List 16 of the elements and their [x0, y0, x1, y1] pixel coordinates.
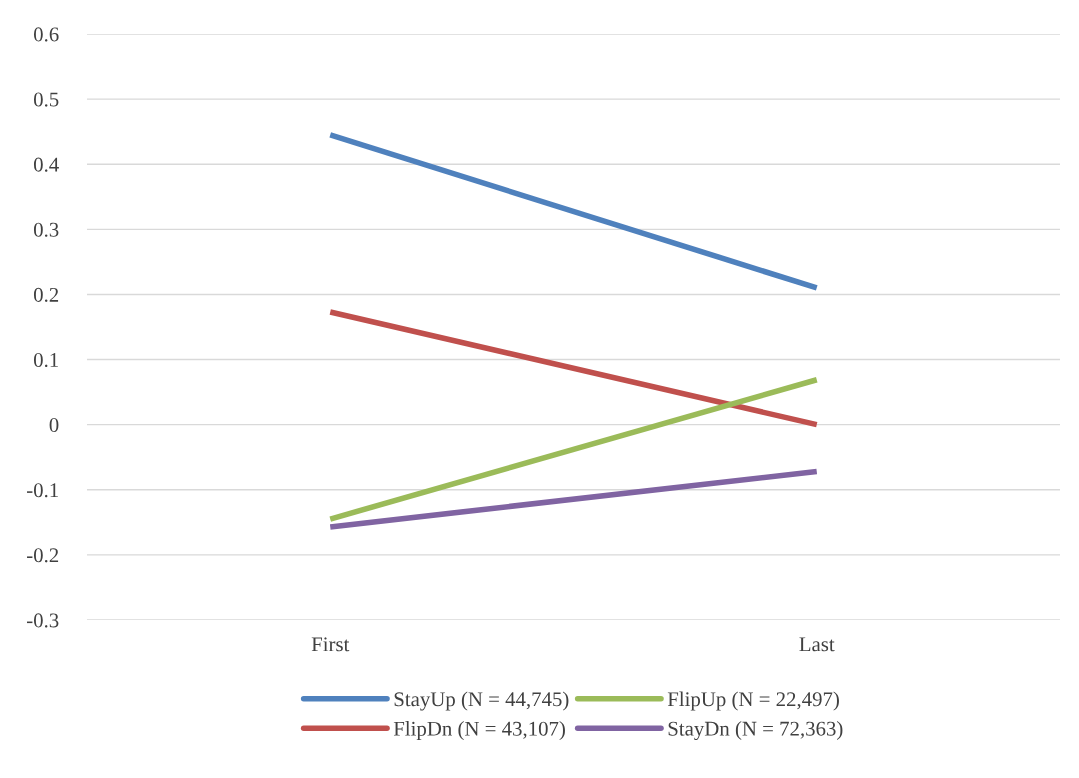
legend-label: StayUp (N = 44,745)	[394, 691, 569, 711]
y-tick-label: 0.1	[33, 352, 58, 368]
y-tick-label: 0	[49, 418, 59, 433]
legend-label: FlipDn (N = 43,107)	[393, 721, 565, 741]
y-tick-label: -0.2	[27, 548, 59, 563]
x-tick-label: Last	[799, 637, 835, 652]
x-tick-label: First	[311, 637, 350, 652]
y-tick-label: 0.5	[33, 92, 59, 107]
y-tick-label: 0.6	[33, 27, 59, 42]
y-tick-label: -0.3	[27, 613, 59, 628]
legend-label: FlipUp (N = 22,497)	[667, 691, 839, 711]
y-tick-label: 0.2	[33, 287, 59, 302]
legend-label: StayDn (N = 72,363)	[668, 721, 843, 741]
y-tick-label: 0.3	[33, 222, 59, 237]
y-tick-label: 0.4	[33, 157, 59, 172]
y-tick-label: -0.1	[27, 483, 58, 498]
